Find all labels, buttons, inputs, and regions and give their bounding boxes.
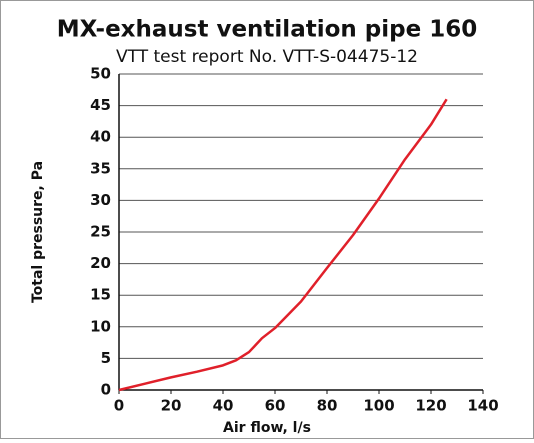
chart-title: MX-exhaust ventilation pipe 160 [57, 17, 477, 43]
y-axis-label: Total pressure, Pa [30, 161, 46, 303]
y-tick-label: 45 [90, 96, 111, 114]
x-tick-label: 100 [363, 397, 394, 415]
y-tick-label: 25 [90, 223, 111, 241]
x-tick-label: 140 [467, 397, 498, 415]
data-line [118, 98, 448, 392]
y-tick-label: 0 [101, 381, 111, 399]
x-tick-label: 40 [213, 397, 234, 415]
y-tick-label: 10 [90, 317, 111, 335]
x-tick-label: 60 [265, 397, 286, 415]
x-tick-label: 120 [415, 397, 446, 415]
y-tick-label: 35 [90, 159, 111, 177]
y-tick-label: 15 [90, 286, 111, 304]
x-tick-label: 0 [114, 397, 124, 415]
chart-subtitle: VTT test report No. VTT-S-04475-12 [116, 47, 418, 67]
x-tick-label: 20 [161, 397, 182, 415]
y-tick-label: 50 [90, 65, 111, 83]
y-tick-label: 20 [90, 254, 111, 272]
x-axis-label: Air flow, l/s [223, 420, 311, 436]
y-tick-label: 30 [90, 191, 111, 209]
y-tick-label: 40 [90, 128, 111, 146]
y-tick-label: 5 [101, 349, 111, 367]
x-tick-label: 80 [317, 397, 338, 415]
